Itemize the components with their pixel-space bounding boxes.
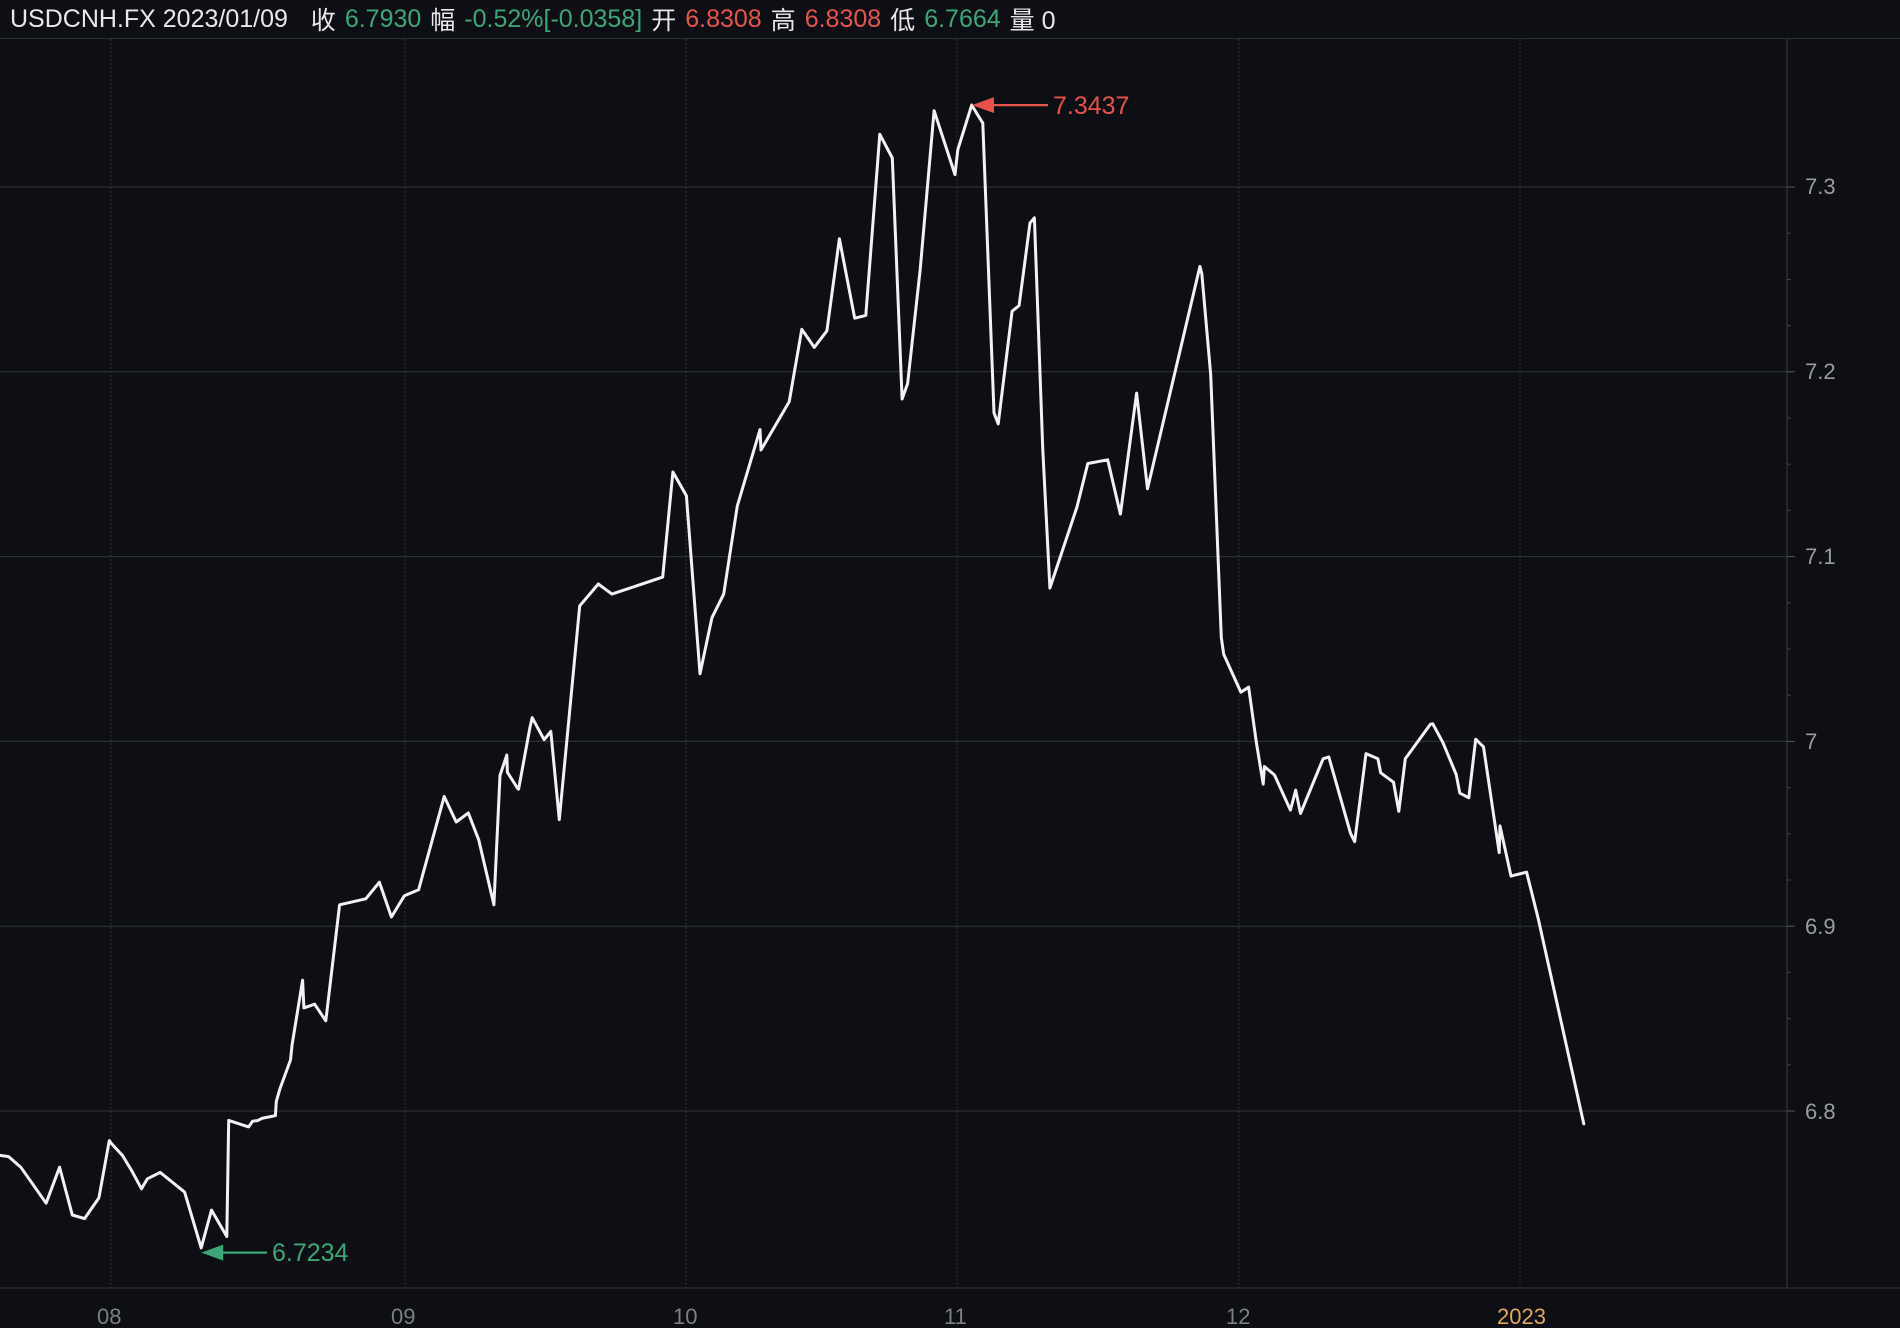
svg-text:6.8: 6.8	[1805, 1099, 1836, 1124]
svg-text:7.1: 7.1	[1805, 544, 1836, 569]
svg-text:10: 10	[673, 1304, 697, 1328]
svg-text:7: 7	[1805, 729, 1817, 754]
svg-text:7.2: 7.2	[1805, 359, 1836, 384]
svg-text:7.3437: 7.3437	[1053, 92, 1129, 120]
svg-text:6.9: 6.9	[1805, 914, 1836, 939]
svg-text:11: 11	[944, 1304, 967, 1328]
svg-text:7.3: 7.3	[1805, 174, 1836, 199]
svg-text:6.7234: 6.7234	[272, 1239, 349, 1267]
svg-text:08: 08	[97, 1304, 121, 1328]
svg-text:12: 12	[1226, 1304, 1250, 1328]
svg-text:09: 09	[391, 1304, 415, 1328]
svg-text:2023: 2023	[1497, 1304, 1546, 1328]
